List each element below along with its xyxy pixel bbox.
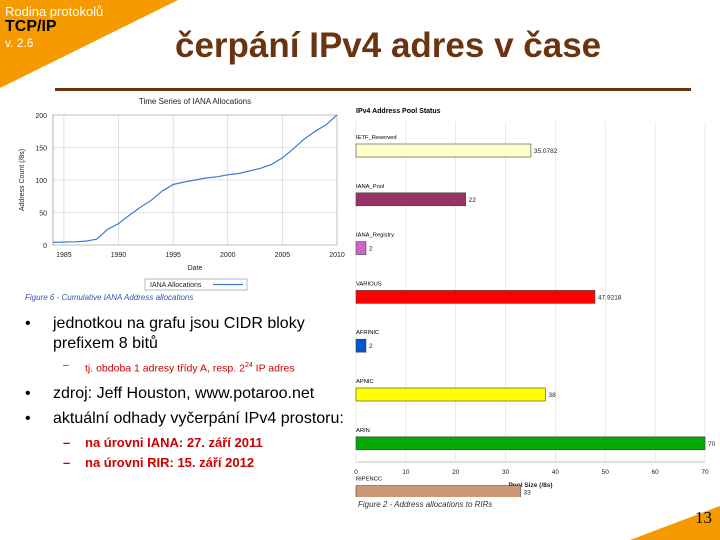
y-tick-label: 100	[35, 178, 47, 185]
category-label-afrinic: AFRINIC	[356, 330, 379, 336]
bullet-source: • zdroj: Jeff Houston, www.potaroo.net	[25, 384, 315, 402]
x-tick-label: 20	[452, 469, 460, 476]
bar-various	[355, 290, 596, 304]
x-tick-label: 40	[552, 469, 560, 476]
bar-afrinic	[355, 338, 367, 353]
y-tick-label: 0	[43, 243, 47, 250]
page-number: 13	[695, 508, 712, 527]
title-underline	[55, 88, 691, 91]
x-tick-label: 1985	[56, 252, 72, 259]
category-label-arin: ARIN	[356, 428, 370, 434]
value-label-various: 47.9218	[598, 294, 622, 301]
bar-iana-pool	[355, 192, 466, 207]
x-tick-label: 70	[701, 469, 709, 476]
x-tick-label: 60	[652, 469, 660, 476]
y-tick-label: 150	[35, 146, 47, 153]
x-tick-label: 50	[602, 469, 610, 476]
legend-box	[144, 278, 248, 291]
x-tick-label: 30	[502, 469, 510, 476]
line-chart: Time Series of IANA Allocations 0 50 100 150…	[19, 97, 345, 291]
bar-arin	[355, 436, 706, 451]
slide-title: čerpání IPv4 adres v čase	[175, 26, 602, 65]
sub-bullet-iana: – na úrovni IANA: 27. září 2011	[63, 434, 263, 450]
x-tick-label: 1995	[165, 252, 181, 259]
x-tick-label: 2000	[220, 252, 236, 259]
x-tick-label: 10	[402, 469, 410, 476]
value-label-ripencc: 33	[524, 490, 532, 497]
legend-label: IANA Allocations	[150, 282, 202, 289]
x-tick-label: 0	[354, 469, 358, 476]
y-tick-label: 50	[39, 211, 47, 218]
line-chart-legend: IANA Allocations	[144, 278, 248, 291]
bar-ietf-reserved	[355, 143, 532, 158]
category-label-apnic: APNIC	[356, 379, 374, 385]
sub-bullet-unit-note: – tj. obdoba 1 adresy třídy A, resp. 224 …	[63, 359, 295, 375]
bar-chart: IPv4 Address Pool Status 0 10 20 30 40 50 60 70 P…	[354, 108, 716, 540]
y-axis-label: Address Count (/8s)	[19, 149, 26, 211]
category-label-ripencc: RIPENCC	[356, 477, 382, 483]
bar-chart-title: IPv4 Address Pool Status	[356, 108, 441, 115]
y-tick-label: 200	[35, 113, 47, 120]
brand-line2: TCP/IP	[5, 18, 57, 35]
category-label-various: VARIOUS	[356, 281, 382, 287]
value-label-ietf-reserved: 35.0782	[534, 148, 558, 155]
bar-apnic	[355, 387, 546, 402]
bar-iana-registry	[355, 241, 367, 255]
footer-accent	[630, 506, 720, 540]
value-label-afrinic: 2	[369, 343, 373, 350]
bar-chart-panel: IPv4 Address Pool Status 0 10 20 30 40 50 60 70 P…	[350, 102, 716, 540]
value-label-iana-pool: 22	[469, 197, 477, 204]
category-label-iana-pool: IANA_Pool	[356, 184, 384, 190]
corner-triangle	[0, 0, 178, 88]
x-axis-label: Pool Size (/8s)	[508, 482, 552, 489]
category-label-ietf-reserved: IETF_Reserved	[356, 135, 397, 141]
value-label-iana-registry: 2	[369, 246, 373, 253]
value-label-apnic: 38	[548, 392, 556, 399]
line-chart-title: Time Series of IANA Allocations	[139, 97, 251, 106]
brand: Rodina protokolů TCP/IP v. 2.6	[5, 5, 103, 49]
bullet-unit: • jednotkou na grafu jsou CIDR bloky pref…	[25, 315, 305, 352]
line-chart-panel: Time Series of IANA Allocations 0 50 100 150…	[15, 93, 345, 303]
x-tick-label: 1990	[111, 252, 127, 259]
footer-triangle	[630, 506, 720, 540]
series-line-iana-allocations	[52, 114, 338, 243]
category-label-iana-registry: IANA_Registry	[356, 233, 394, 239]
bar-ripencc	[355, 485, 521, 499]
bullet-estimates: • aktuální odhady vyčerpání IPv4 prostoru…	[25, 409, 344, 427]
line-chart-caption: Figure 6 - Cumulative IANA Address alloc…	[25, 293, 194, 302]
bullet-list: • jednotkou na grafu jsou CIDR bloky pref…	[25, 314, 345, 474]
value-label-arin: 70	[708, 441, 715, 448]
brand-line3: v. 2.6	[5, 36, 34, 50]
x-tick-label: 2010	[329, 252, 345, 259]
x-tick-label: 2005	[275, 252, 291, 259]
bar-chart-caption: Figure 2 - Address allocations to RIRs	[358, 500, 493, 509]
x-axis-label: Date	[188, 265, 203, 272]
corner-accent	[0, 0, 178, 88]
sub-bullet-rir: – na úrovni RIR: 15. září 2012	[63, 454, 255, 470]
brand-line1: Rodina protokolů	[5, 4, 104, 19]
